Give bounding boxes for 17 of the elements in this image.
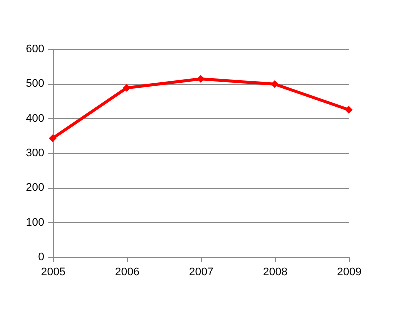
x-tick-label: 2007 xyxy=(189,266,214,278)
x-tick-label: 2006 xyxy=(115,266,140,278)
y-tick-label: 0 xyxy=(38,252,44,264)
point xyxy=(345,106,353,114)
point xyxy=(49,134,57,142)
point xyxy=(197,75,205,84)
y-tick-label: 200 xyxy=(26,182,44,194)
y-tick-label: 400 xyxy=(26,112,44,125)
y-tick-label: 500 xyxy=(26,78,44,90)
y-tick-label: 300 xyxy=(26,148,44,160)
y-tick-label: 600 xyxy=(26,44,44,56)
point xyxy=(123,84,131,92)
y-tick-label: 100 xyxy=(26,216,44,229)
x-tick-label: 2008 xyxy=(263,266,288,278)
point xyxy=(271,80,279,88)
x-tick-label: 2009 xyxy=(337,266,362,278)
x-tick-label: 2005 xyxy=(41,266,66,278)
